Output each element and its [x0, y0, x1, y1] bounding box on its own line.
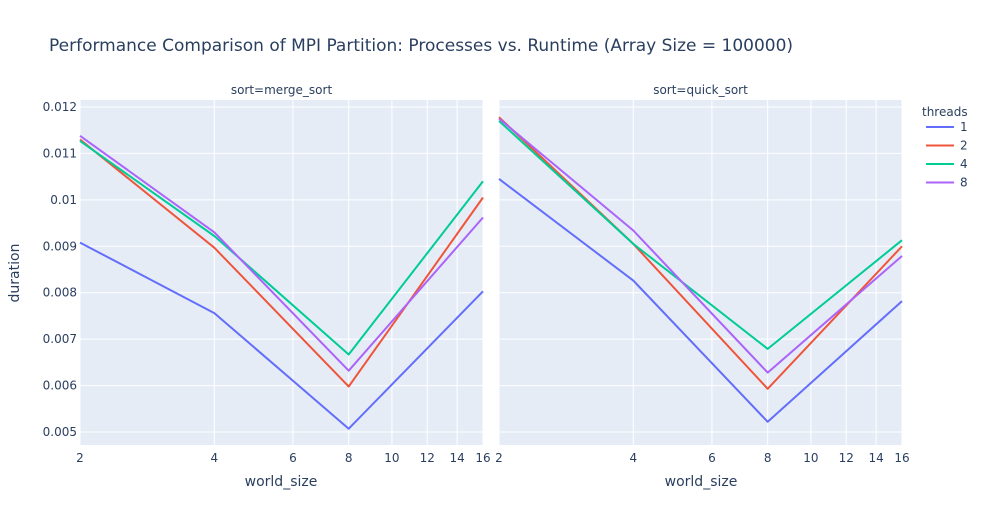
- plot-area: [499, 100, 902, 445]
- x-tick-label: 14: [449, 451, 464, 465]
- facet-label: sort=merge_sort: [231, 83, 333, 97]
- x-tick-label: 2: [76, 451, 84, 465]
- legend-item-1[interactable]: 1: [926, 120, 968, 134]
- y-tick-label: 0.009: [43, 239, 77, 253]
- x-tick-label: 16: [894, 451, 909, 465]
- legend-label: 8: [960, 176, 968, 190]
- series-line-threads-2: [498, 116, 903, 390]
- legend-label: 1: [960, 120, 968, 134]
- x-axis-label-merge-sort: world_size: [245, 474, 318, 490]
- series-line-threads-2: [79, 138, 484, 388]
- facets: 2 4 6 8 10 12 14 16 0.005 0.006 0.007 0.008 0.009 0.0…: [43, 83, 910, 465]
- y-tick-label: 0.01: [50, 193, 77, 207]
- x-tick-label: 12: [420, 451, 435, 465]
- y-tick-label: 0.005: [43, 425, 77, 439]
- facet-label: sort=quick_sort: [653, 83, 748, 97]
- legend-label: 2: [960, 139, 968, 153]
- x-tick-label: 10: [384, 451, 399, 465]
- facet-sort-quick-sort: 2 4 6 8 10 12 14 16 sort=quick_sort: [495, 83, 909, 465]
- y-tick-label: 0.011: [43, 146, 77, 160]
- legend-item-2[interactable]: 2: [926, 139, 968, 153]
- x-tick-label: 6: [289, 451, 297, 465]
- series-line-threads-4: [79, 140, 484, 356]
- y-tick-label: 0.012: [43, 100, 77, 114]
- plot-area: [80, 100, 483, 445]
- x-tick-label: 10: [803, 451, 818, 465]
- facet-sort-merge-sort: 2 4 6 8 10 12 14 16 0.005 0.006 0.007 0.008 0.009 0.0…: [43, 83, 491, 465]
- chart-title: Performance Comparison of MPI Partition:…: [49, 36, 793, 56]
- legend-item-8[interactable]: 8: [926, 176, 968, 190]
- y-tick-label: 0.008: [43, 286, 77, 300]
- x-tick-label: 16: [475, 451, 490, 465]
- series-line-threads-8: [79, 134, 484, 372]
- y-tick-label: 0.007: [43, 332, 77, 346]
- x-tick-label: 14: [868, 451, 883, 465]
- x-tick-label: 2: [495, 451, 503, 465]
- series-line-threads-1: [79, 241, 484, 430]
- legend-item-4[interactable]: 4: [926, 157, 968, 171]
- x-tick-label: 8: [764, 451, 772, 465]
- x-tick-label: 6: [708, 451, 716, 465]
- legend-label: 4: [960, 157, 968, 171]
- x-axis-label-quick-sort: world_size: [665, 474, 738, 490]
- legend: threads 1 2 4 8: [922, 105, 968, 190]
- series-line-threads-4: [498, 120, 903, 350]
- x-tick-label: 12: [839, 451, 854, 465]
- series-line-threads-8: [498, 117, 903, 374]
- x-tick-label: 4: [211, 451, 219, 465]
- x-tick-label: 8: [345, 451, 353, 465]
- series-line-threads-1: [498, 178, 903, 423]
- legend-title: threads: [922, 105, 968, 119]
- y-axis-label: duration: [7, 244, 23, 303]
- x-tick-label: 4: [630, 451, 638, 465]
- y-tick-label: 0.006: [43, 379, 77, 393]
